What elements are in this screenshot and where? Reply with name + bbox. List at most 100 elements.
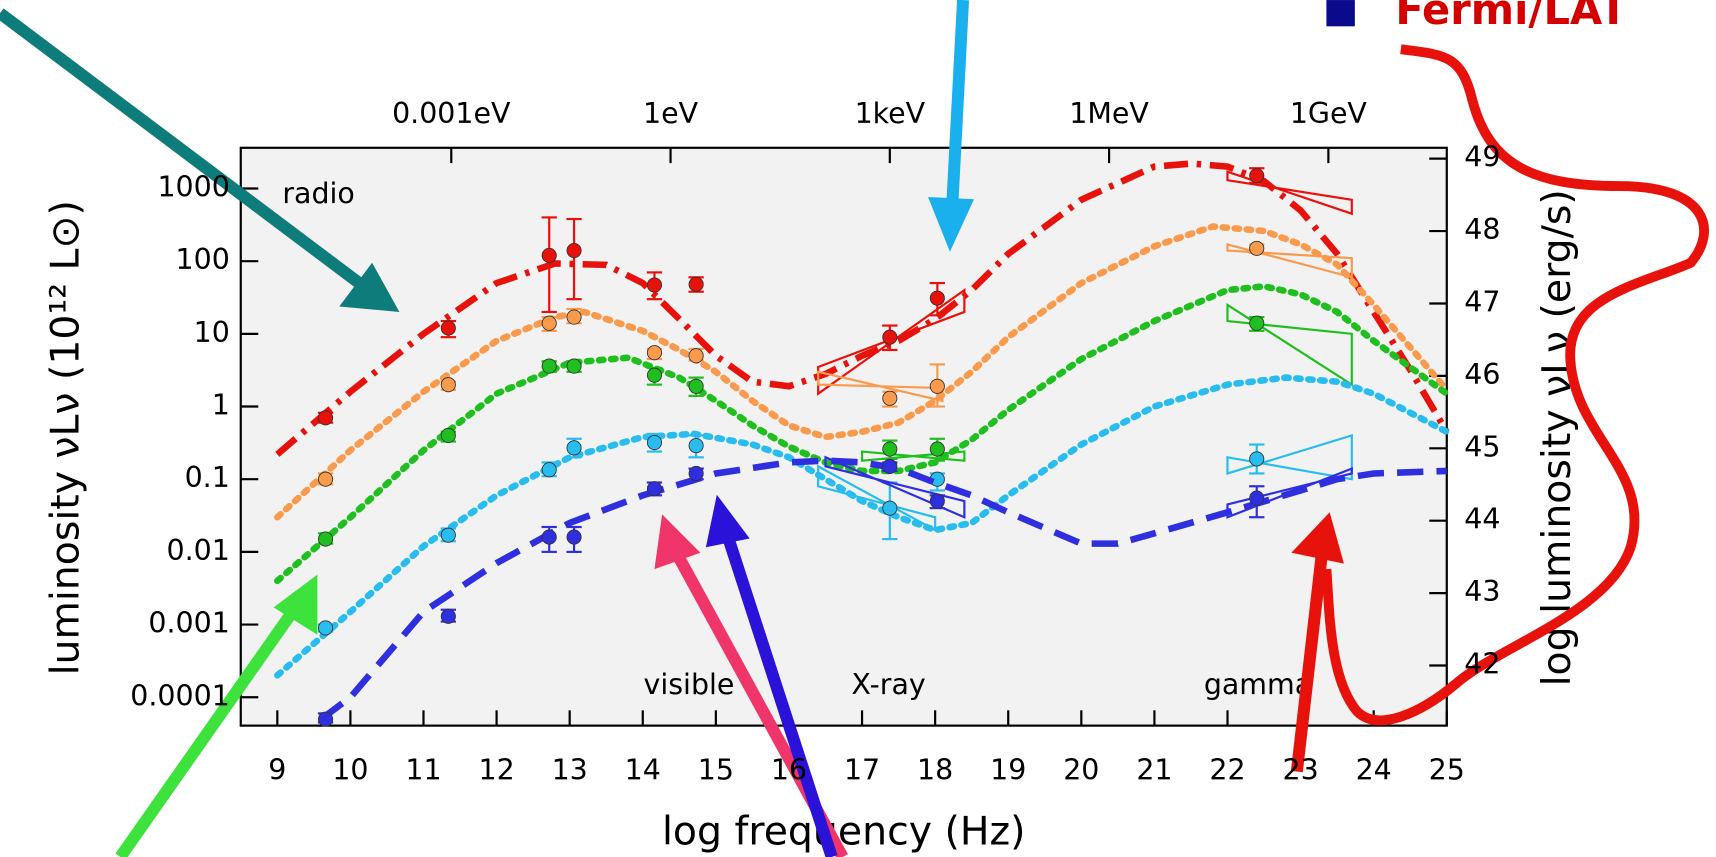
data-point <box>688 438 704 454</box>
data-point <box>566 529 582 545</box>
data-point <box>566 358 582 374</box>
data-point <box>646 277 663 293</box>
data-point <box>541 358 557 374</box>
data-point <box>566 242 582 259</box>
data-point <box>882 329 898 345</box>
data-point <box>541 247 557 263</box>
x-tick-label: 15 <box>698 754 734 787</box>
data-point <box>541 315 557 331</box>
y2-tick-label: 42 <box>1464 648 1500 681</box>
data-point <box>318 471 334 487</box>
y-tick-label: 1 <box>212 389 230 422</box>
data-point <box>688 378 704 394</box>
arrow <box>1290 552 1329 773</box>
model-curve <box>274 223 1451 521</box>
spectral-bowtie <box>1226 434 1353 481</box>
legend-label: Fermi/LAT <box>1395 0 1628 34</box>
data-point <box>440 377 456 393</box>
x-tick-label: 9 <box>268 754 286 787</box>
arrow-head <box>1291 512 1344 564</box>
annotation: radio <box>282 177 354 210</box>
data-point <box>929 493 945 509</box>
data-point <box>688 276 704 292</box>
data-point <box>318 711 334 727</box>
x2-tick-label: 0.001eV <box>392 97 511 130</box>
x2-tick-label: 1MeV <box>1069 97 1149 130</box>
y2-tick-label: 49 <box>1464 141 1500 174</box>
y-axis-title: luminosity νLν (10¹² L⊙) <box>42 200 88 675</box>
y2-tick-label: 47 <box>1464 285 1500 318</box>
data-point <box>929 441 945 457</box>
data-point <box>882 441 898 457</box>
x-tick-label: 18 <box>917 754 953 787</box>
arrow <box>722 534 838 857</box>
data-point <box>929 378 945 394</box>
data-point <box>318 531 334 547</box>
x-tick-label: 12 <box>478 754 514 787</box>
x-tick-label: 17 <box>844 754 880 787</box>
y-tick-label: 0.01 <box>166 534 229 567</box>
x-tick-label: 24 <box>1356 754 1392 787</box>
x-tick-label: 22 <box>1209 754 1245 787</box>
y2-tick-label: 43 <box>1464 575 1500 608</box>
x-tick-label: 21 <box>1136 754 1172 787</box>
arrow-head <box>928 197 975 252</box>
data-point <box>688 348 704 364</box>
hand-drawn-loop <box>1321 44 1709 726</box>
y-tick-label: 0.1 <box>185 461 230 494</box>
spectral-bowtie <box>1226 302 1353 387</box>
arrow-head <box>705 494 750 548</box>
data-point <box>1249 490 1265 506</box>
annotation: gamma <box>1204 668 1312 701</box>
spectral-bowtie <box>824 455 966 519</box>
data-point <box>440 320 456 336</box>
annotation: visible <box>644 668 735 701</box>
data-point <box>646 345 663 361</box>
arrow <box>946 0 970 209</box>
data-point <box>440 608 456 624</box>
y2-tick-label: 44 <box>1464 503 1500 536</box>
data-point <box>646 367 663 383</box>
data-point <box>1249 168 1265 184</box>
x-tick-label: 20 <box>1063 754 1099 787</box>
arrow <box>115 603 301 857</box>
y-tick-label: 100 <box>176 243 230 276</box>
data-point <box>646 434 663 451</box>
y2-tick-label: 46 <box>1464 358 1500 391</box>
data-point <box>1249 315 1265 331</box>
x-tick-label: 13 <box>552 754 588 787</box>
arrow <box>0 8 365 290</box>
spectral-bowtie <box>860 450 966 462</box>
data-point <box>688 465 704 482</box>
data-point <box>1249 240 1265 256</box>
spectral-bowtie <box>1226 170 1353 216</box>
data-point <box>1249 451 1265 467</box>
data-point <box>646 481 663 497</box>
y2-axis-title: log luminosity νLν (erg/s) <box>1534 189 1580 686</box>
annotation: X-ray <box>851 668 925 701</box>
x-tick-label: 11 <box>405 754 441 787</box>
y-tick-label: 0.001 <box>148 607 229 640</box>
spectral-bowtie <box>1226 466 1353 519</box>
data-point <box>929 290 945 306</box>
x-tick-label: 25 <box>1429 754 1465 787</box>
arrow-head <box>273 574 318 635</box>
data-point <box>440 527 456 543</box>
spectral-bowtie <box>1226 243 1353 279</box>
y-tick-label: 0.0001 <box>130 679 230 712</box>
model-curve <box>274 283 1451 585</box>
y-tick-label: 10 <box>194 316 230 349</box>
arrow-head <box>339 262 400 312</box>
x-tick-label: 19 <box>990 754 1026 787</box>
data-point <box>566 440 582 456</box>
arrow-head <box>654 514 701 570</box>
y2-tick-label: 45 <box>1464 430 1500 463</box>
data-point <box>440 427 456 444</box>
data-point <box>882 500 898 516</box>
y2-tick-label: 48 <box>1464 213 1500 246</box>
model-curve <box>275 160 1450 457</box>
data-point <box>318 620 334 636</box>
model-curve <box>274 374 1451 679</box>
data-point <box>318 410 334 426</box>
